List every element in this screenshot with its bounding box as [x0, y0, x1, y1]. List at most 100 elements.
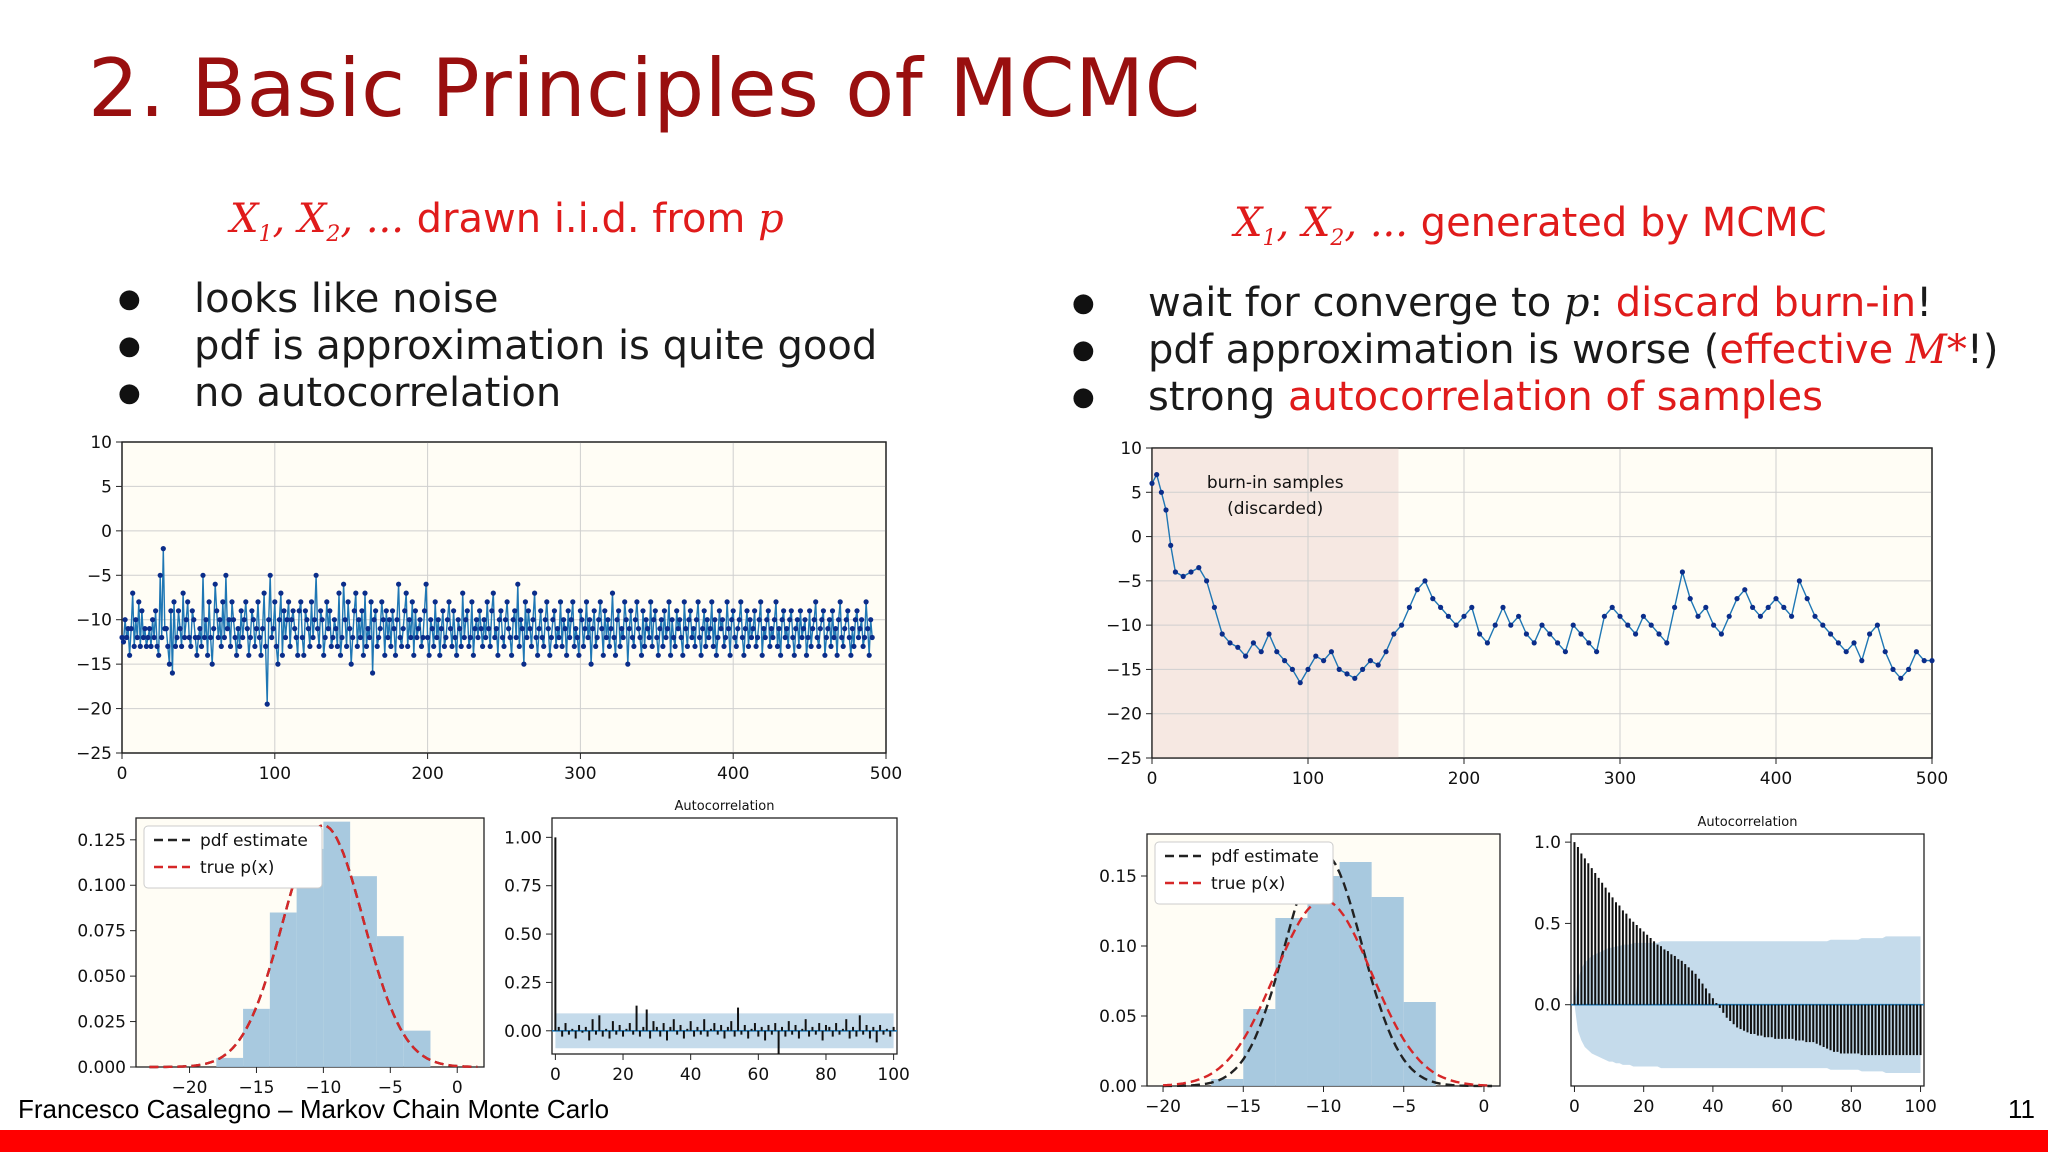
- data-point: [671, 634, 677, 641]
- data-point: [1672, 604, 1678, 611]
- data-point: [753, 643, 759, 650]
- data-point: [593, 643, 599, 650]
- data-point: [163, 626, 169, 632]
- bullet-sep: :: [1589, 280, 1616, 326]
- data-point: [431, 643, 437, 650]
- data-point: [122, 617, 128, 623]
- data-point: [374, 643, 380, 650]
- data-point: [179, 643, 185, 650]
- data-point: [620, 634, 626, 641]
- data-point: [571, 643, 577, 650]
- data-point: [816, 643, 822, 650]
- data-point: [258, 652, 264, 658]
- data-point: [655, 652, 661, 658]
- data-point: [237, 643, 243, 650]
- data-point: [408, 634, 414, 641]
- data-point: [617, 643, 623, 650]
- hist-bar: [216, 1057, 244, 1067]
- data-point: [602, 608, 608, 614]
- data-point: [811, 617, 817, 623]
- data-point: [191, 617, 197, 623]
- data-point: [690, 626, 697, 632]
- data-point: [524, 634, 530, 641]
- data-point: [657, 626, 663, 632]
- data-point: [443, 634, 449, 641]
- data-point: [490, 590, 496, 596]
- data-point: [730, 608, 736, 614]
- data-point: [255, 599, 261, 605]
- data-point: [495, 652, 501, 658]
- data-point: [292, 626, 298, 632]
- data-point: [153, 608, 159, 614]
- data-point: [206, 599, 212, 605]
- x-tick-label: −15: [239, 1078, 275, 1098]
- y-tick-label: 0.050: [77, 967, 126, 987]
- data-point: [541, 643, 547, 650]
- data-point: [852, 617, 859, 623]
- data-point: [200, 572, 206, 578]
- data-point: [582, 626, 588, 632]
- data-point: [466, 643, 472, 650]
- data-point: [782, 634, 788, 641]
- data-point: [124, 634, 130, 641]
- data-point: [464, 608, 470, 614]
- y-tick-label: 0.0: [1534, 996, 1561, 1016]
- data-point: [218, 643, 224, 650]
- data-point: [599, 626, 605, 632]
- data-point: [322, 634, 328, 641]
- data-point: [788, 608, 794, 614]
- x-tick-label: 200: [1448, 769, 1480, 789]
- data-point: [477, 608, 483, 614]
- data-point: [243, 599, 249, 605]
- data-point: [1640, 613, 1646, 619]
- data-point: [532, 590, 538, 596]
- data-point: [298, 599, 304, 605]
- data-point: [351, 608, 357, 614]
- data-point: [562, 626, 568, 632]
- data-point: [567, 634, 573, 641]
- data-point: [1313, 653, 1319, 659]
- chart-title: Autocorrelation: [675, 799, 775, 814]
- data-point: [496, 617, 502, 623]
- data-point: [368, 599, 374, 605]
- data-point: [854, 608, 860, 614]
- data-point: [550, 617, 556, 623]
- data-point: [869, 634, 875, 641]
- x-tick-label: −15: [1225, 1097, 1261, 1117]
- data-point: [865, 626, 871, 632]
- left-heading-text: drawn i.i.d. from: [403, 196, 759, 242]
- data-point: [377, 626, 383, 632]
- data-point: [767, 643, 773, 650]
- data-point: [658, 617, 665, 623]
- data-point: [480, 643, 486, 650]
- data-point: [201, 634, 208, 641]
- y-tick-label: −15: [1106, 660, 1142, 680]
- data-point: [342, 617, 348, 623]
- data-point: [211, 626, 217, 632]
- burn-in-label: (discarded): [1227, 499, 1323, 519]
- data-point: [246, 652, 252, 658]
- data-point: [718, 626, 724, 632]
- data-point: [203, 617, 209, 623]
- data-point: [727, 652, 733, 658]
- data-point: [834, 652, 840, 658]
- data-point: [1851, 640, 1857, 646]
- y-tick-label: 0.075: [77, 922, 126, 942]
- data-point: [1789, 613, 1795, 619]
- data-point: [1695, 613, 1701, 619]
- data-point: [128, 626, 134, 632]
- data-point: [1648, 622, 1654, 628]
- data-point: [851, 643, 857, 650]
- data-point: [608, 626, 614, 632]
- data-point: [328, 643, 334, 650]
- data-point: [1445, 613, 1451, 619]
- data-point: [232, 634, 238, 641]
- data-point: [205, 652, 211, 658]
- data-point: [1625, 622, 1631, 628]
- data-point: [732, 634, 738, 641]
- data-point: [150, 617, 156, 623]
- data-point: [1609, 604, 1615, 611]
- data-point: [1843, 649, 1849, 655]
- data-point: [1890, 666, 1896, 673]
- x-tick-label: 200: [411, 764, 443, 784]
